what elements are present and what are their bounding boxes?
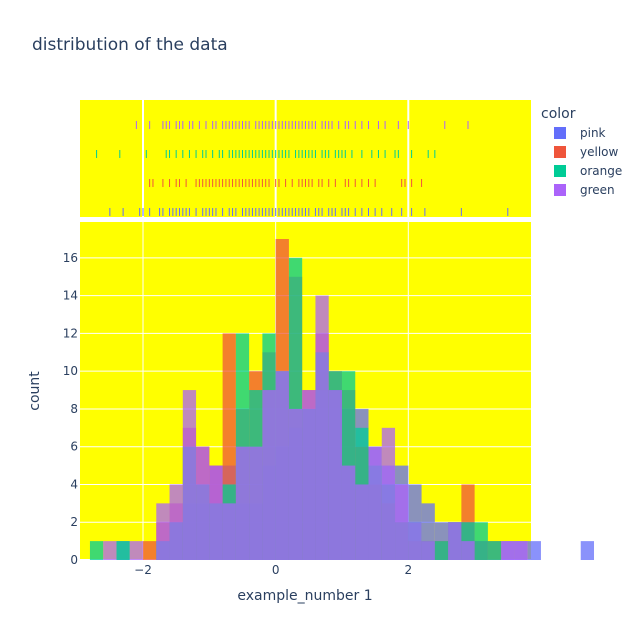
histogram-bar-green — [182, 390, 197, 560]
histogram-bar-orange — [434, 541, 449, 560]
histogram-bar-green — [395, 484, 409, 560]
histogram-bar-green — [249, 446, 263, 560]
y-tick-label: 2 — [70, 515, 78, 529]
y-tick-label: 6 — [70, 440, 78, 454]
histogram-bar-orange — [116, 541, 130, 560]
legend-swatch-yellow — [554, 146, 566, 158]
y-tick-label: 12 — [63, 326, 78, 340]
legend-label-green: green — [580, 183, 615, 197]
histogram-bar-green — [288, 408, 303, 560]
histogram-bar-green — [315, 295, 329, 560]
histogram-bar-green — [209, 465, 223, 560]
legend-swatch-pink — [554, 127, 566, 139]
histogram-bar-pink — [580, 541, 595, 560]
y-tick-label: 16 — [63, 251, 78, 265]
y-tick-label: 8 — [70, 402, 78, 416]
histogram-bar-green — [341, 465, 356, 560]
legend-label-pink: pink — [580, 126, 606, 140]
histogram-bar-yellow — [143, 541, 157, 560]
rug-marks — [96, 121, 509, 216]
y-axis-title: count — [27, 371, 43, 411]
histogram-bar-green — [129, 541, 144, 560]
chart-title: distribution of the data — [32, 35, 228, 55]
legend-label-yellow: yellow — [580, 145, 618, 159]
legend-swatch-green — [554, 184, 566, 196]
histogram-bar-green — [514, 541, 528, 560]
histogram-bar-green — [262, 390, 276, 560]
legend-title: color — [541, 106, 576, 122]
histogram-bar-green — [169, 484, 183, 560]
histogram-bar-green — [275, 371, 289, 560]
histogram-bar-green — [381, 427, 396, 560]
y-tick-label: 10 — [63, 364, 78, 378]
y-tick-label: 14 — [63, 289, 78, 303]
x-axis-ticks: −2 0 2 — [134, 563, 412, 577]
histogram-bar-green — [302, 390, 316, 560]
x-tick-label: −2 — [134, 563, 152, 577]
histogram-bar-green — [421, 541, 435, 560]
y-axis-ticks: 0 2 4 6 8 10 12 14 16 — [63, 251, 78, 567]
rug-gridlines — [142, 100, 410, 217]
x-tick-label: 2 — [404, 563, 412, 577]
histogram-bar-green — [222, 503, 236, 560]
histogram-bar-green — [461, 541, 475, 560]
histogram-bar-green — [235, 446, 250, 560]
histogram-bar-green — [328, 390, 342, 560]
histogram-bar-orange — [89, 541, 104, 560]
legend-label-orange: orange — [580, 164, 622, 178]
legend: color pink yellow orange green — [541, 106, 622, 197]
histogram-bar-green — [448, 522, 462, 560]
histogram-bar-green — [196, 446, 210, 560]
legend-swatch-orange — [554, 165, 566, 177]
histogram-bar-orange — [474, 522, 488, 560]
x-axis-title: example_number 1 — [237, 588, 372, 604]
histogram-bar-pink — [527, 541, 541, 560]
rug-plot-background — [80, 100, 531, 217]
histogram-bar-green — [368, 446, 382, 560]
histogram-bar-green — [156, 503, 170, 560]
histogram-bar-green — [355, 484, 369, 560]
y-tick-label: 0 — [70, 553, 78, 567]
y-tick-label: 4 — [70, 477, 78, 491]
histogram-bar-green — [501, 541, 515, 560]
histogram-bar-green — [408, 522, 422, 560]
legend-items: pink yellow orange green — [554, 126, 622, 197]
histogram-bar-orange — [487, 541, 502, 560]
histogram-bar-green — [103, 541, 117, 560]
x-tick-label: 0 — [272, 563, 280, 577]
histogram-bars — [89, 238, 595, 560]
